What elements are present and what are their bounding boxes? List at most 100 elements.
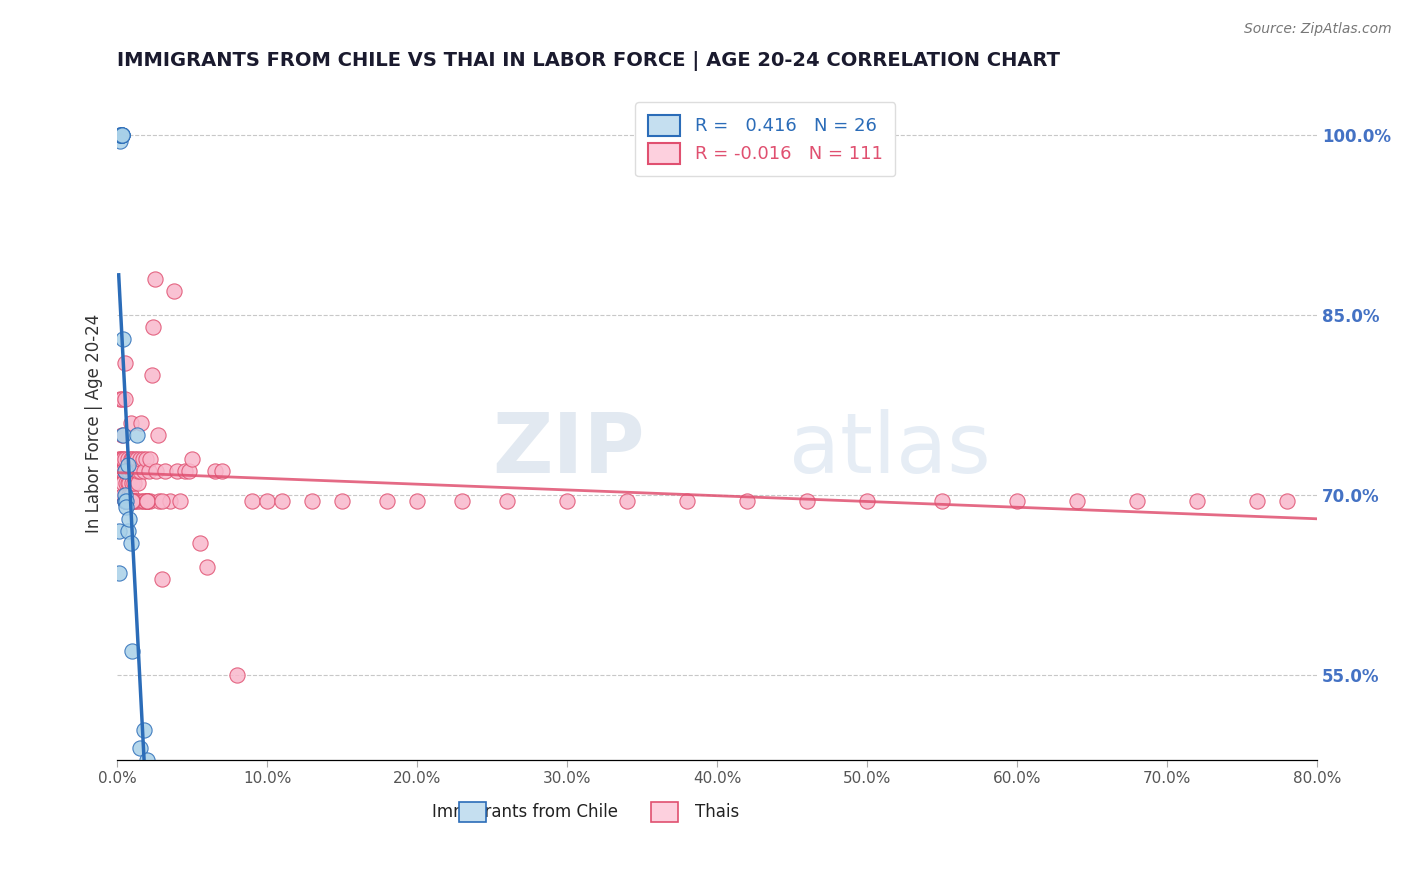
Point [555,494,578,508]
Point [118,512,141,526]
Point [150,494,173,508]
Point [128,452,150,467]
Point [114,452,136,467]
Point [108,452,131,467]
Point [117,452,139,467]
Point [122,494,145,508]
Point [148,494,170,508]
Point [114,356,136,370]
Point [117,464,139,478]
Point [931,494,953,508]
Point [125,464,148,478]
Point [676,494,699,508]
Y-axis label: In Labor Force | Age 20-24: In Labor Force | Age 20-24 [86,313,103,533]
Point [125,494,148,508]
Point [134,494,156,508]
Point [112,476,135,491]
Text: atlas: atlas [789,409,991,491]
Point [114,392,136,406]
Point [1005,494,1028,508]
Point [163,284,186,298]
Point [121,494,143,508]
Point [112,464,135,478]
Point [136,494,159,508]
Point [114,464,136,478]
Point [796,494,818,508]
Point [131,452,153,467]
Point [115,464,138,478]
Point [146,428,169,442]
Point [111,428,134,442]
FancyBboxPatch shape [460,802,485,822]
Point [211,464,233,478]
Point [115,488,138,502]
Point [121,494,143,508]
Point [150,572,173,586]
Point [112,488,135,502]
Point [181,452,204,467]
Point [111,128,134,142]
Point [117,476,139,491]
Point [111,128,134,142]
Point [1246,494,1268,508]
Point [121,644,143,658]
Point [1185,494,1208,508]
Point [136,494,159,508]
Point [108,134,131,148]
Point [114,494,136,508]
Text: Thais: Thais [695,803,740,822]
Text: ZIP: ZIP [492,409,645,491]
Point [112,488,135,502]
Point [112,332,135,346]
Point [128,740,150,755]
Point [117,494,139,508]
Point [107,452,129,467]
Point [121,452,143,467]
Point [125,428,148,442]
Point [173,464,195,478]
Point [1275,494,1298,508]
Point [108,128,131,142]
Point [169,494,191,508]
Point [616,494,638,508]
Point [112,452,135,467]
Point [111,452,134,467]
Point [107,566,129,581]
Point [108,464,131,478]
Point [114,494,136,508]
Point [128,494,150,508]
Point [271,494,294,508]
Point [117,524,139,539]
Point [143,272,166,286]
Point [121,494,143,508]
Point [108,128,131,142]
Point [125,452,148,467]
Point [118,494,141,508]
Point [166,464,188,478]
Legend: R =   0.416   N = 26, R = -0.016   N = 111: R = 0.416 N = 26, R = -0.016 N = 111 [636,103,896,177]
Text: Source: ZipAtlas.com: Source: ZipAtlas.com [1244,22,1392,37]
Point [118,476,141,491]
Point [111,128,134,142]
Point [301,494,323,508]
Point [1066,494,1088,508]
Point [127,476,149,491]
Point [127,464,149,478]
Point [124,452,146,467]
Point [139,452,162,467]
Point [256,494,278,508]
Point [451,494,474,508]
Point [129,416,152,430]
Point [111,128,134,142]
Point [179,464,201,478]
Point [107,524,129,539]
Point [115,494,138,508]
Point [108,392,131,406]
Point [159,494,181,508]
Point [118,464,141,478]
Point [375,494,398,508]
Point [141,368,163,382]
Point [111,464,134,478]
Point [114,494,136,508]
Point [138,464,160,478]
